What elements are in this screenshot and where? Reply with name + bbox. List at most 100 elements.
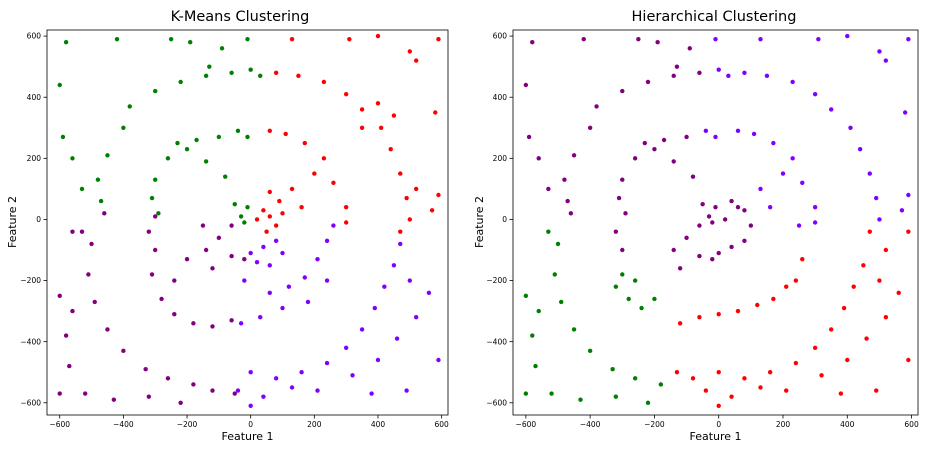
hierarchical-point bbox=[652, 146, 657, 152]
hierarchical-point bbox=[867, 171, 872, 176]
kmeans-point bbox=[324, 278, 330, 283]
kmeans-point bbox=[232, 391, 237, 396]
hierarchical-point bbox=[771, 140, 776, 146]
kmeans-y-tick-label: −200 bbox=[20, 276, 41, 285]
kmeans-point bbox=[426, 290, 432, 295]
kmeans-point bbox=[359, 107, 365, 112]
hierarchical-point bbox=[713, 134, 718, 140]
hierarchical-point bbox=[819, 373, 824, 378]
kmeans-point bbox=[378, 125, 384, 130]
kmeans-point bbox=[238, 321, 244, 326]
hierarchical-point bbox=[645, 79, 651, 85]
kmeans-point bbox=[121, 348, 126, 354]
hierarchical-point bbox=[530, 40, 535, 45]
kmeans-point bbox=[347, 36, 352, 42]
kmeans-point bbox=[105, 153, 110, 158]
kmeans-point bbox=[82, 391, 88, 396]
hierarchical-point bbox=[620, 247, 625, 253]
kmeans-point bbox=[264, 229, 269, 234]
hierarchical-point bbox=[697, 223, 702, 228]
kmeans-point bbox=[289, 385, 295, 390]
kmeans-point bbox=[267, 189, 272, 195]
hierarchical-x-tick-label: 600 bbox=[904, 420, 919, 429]
kmeans-point bbox=[404, 388, 409, 393]
hierarchical-point bbox=[546, 186, 551, 192]
hierarchical-point bbox=[861, 263, 866, 268]
kmeans-point bbox=[359, 327, 365, 332]
kmeans-point bbox=[146, 229, 152, 234]
kmeans-point bbox=[280, 211, 285, 216]
kmeans-point bbox=[321, 156, 327, 161]
hierarchical-x-tick-label: 200 bbox=[776, 420, 791, 429]
kmeans-point bbox=[229, 253, 234, 259]
hierarchical-point bbox=[632, 278, 638, 283]
kmeans-point bbox=[391, 263, 397, 268]
hierarchical-y-ticks: −600 −400 −200 0 200 400 600 bbox=[486, 32, 513, 407]
hierarchical-point bbox=[716, 250, 721, 256]
hierarchical-point bbox=[906, 36, 911, 42]
kmeans-point bbox=[70, 308, 75, 314]
kmeans-point bbox=[305, 299, 311, 305]
kmeans-point bbox=[248, 403, 253, 409]
kmeans-point bbox=[391, 113, 397, 118]
kmeans-point bbox=[235, 388, 241, 393]
kmeans-x-tick-label: 400 bbox=[371, 420, 386, 429]
hierarchical-point bbox=[578, 397, 583, 402]
kmeans-points bbox=[57, 33, 441, 409]
hierarchical-point bbox=[845, 33, 850, 39]
hierarchical-point bbox=[883, 247, 889, 253]
hierarchical-plot-frame bbox=[512, 29, 919, 416]
kmeans-point bbox=[86, 272, 91, 277]
kmeans-x-tick-label: −400 bbox=[113, 420, 134, 429]
hierarchical-point bbox=[636, 36, 641, 42]
hierarchical-point bbox=[726, 73, 731, 79]
hierarchical-point bbox=[848, 125, 853, 130]
kmeans-point bbox=[63, 40, 69, 45]
hierarchical-point bbox=[710, 220, 715, 225]
kmeans-point bbox=[280, 305, 285, 311]
kmeans-point bbox=[178, 400, 183, 405]
hierarchical-point bbox=[620, 177, 625, 182]
kmeans-point bbox=[89, 241, 94, 247]
kmeans-point bbox=[394, 336, 400, 341]
kmeans-point bbox=[261, 244, 266, 250]
kmeans-chart-title: K-Means Clustering bbox=[171, 9, 310, 25]
hierarchical-point bbox=[800, 256, 805, 262]
kmeans-point bbox=[219, 46, 225, 51]
kmeans-x-tick-label: −600 bbox=[49, 420, 70, 429]
kmeans-chart: K-Means Clustering −600 −400 −200 0 200 400 60… bbox=[6, 9, 449, 443]
kmeans-point bbox=[121, 125, 126, 130]
kmeans-point bbox=[223, 174, 228, 179]
kmeans-point bbox=[210, 266, 215, 271]
hierarchical-point bbox=[796, 223, 802, 228]
kmeans-point bbox=[191, 382, 196, 387]
kmeans-point bbox=[156, 211, 161, 216]
kmeans-point bbox=[407, 217, 413, 222]
hierarchical-point bbox=[690, 174, 696, 179]
hierarchical-point bbox=[812, 91, 818, 97]
hierarchical-point bbox=[767, 370, 773, 375]
kmeans-y-tick-label: −400 bbox=[20, 337, 41, 346]
hierarchical-point bbox=[661, 137, 667, 143]
kmeans-point bbox=[79, 229, 85, 234]
hierarchical-point bbox=[793, 360, 799, 366]
kmeans-point bbox=[70, 229, 75, 234]
hierarchical-point bbox=[671, 159, 676, 164]
hierarchical-point bbox=[742, 70, 747, 75]
hierarchical-point bbox=[735, 205, 741, 210]
hierarchical-point bbox=[758, 186, 763, 192]
hierarchical-point bbox=[780, 171, 786, 176]
hierarchical-point bbox=[684, 235, 689, 240]
kmeans-point bbox=[153, 88, 158, 94]
hierarchical-point bbox=[812, 220, 818, 225]
kmeans-point bbox=[245, 36, 250, 42]
hierarchical-point bbox=[906, 229, 911, 234]
kmeans-point bbox=[404, 195, 409, 201]
kmeans-point bbox=[92, 299, 97, 305]
kmeans-point bbox=[324, 238, 330, 244]
hierarchical-point bbox=[632, 156, 638, 161]
kmeans-point bbox=[315, 388, 320, 393]
hierarchical-point bbox=[536, 308, 541, 314]
kmeans-plot-frame bbox=[46, 29, 449, 416]
hierarchical-point bbox=[864, 336, 869, 341]
